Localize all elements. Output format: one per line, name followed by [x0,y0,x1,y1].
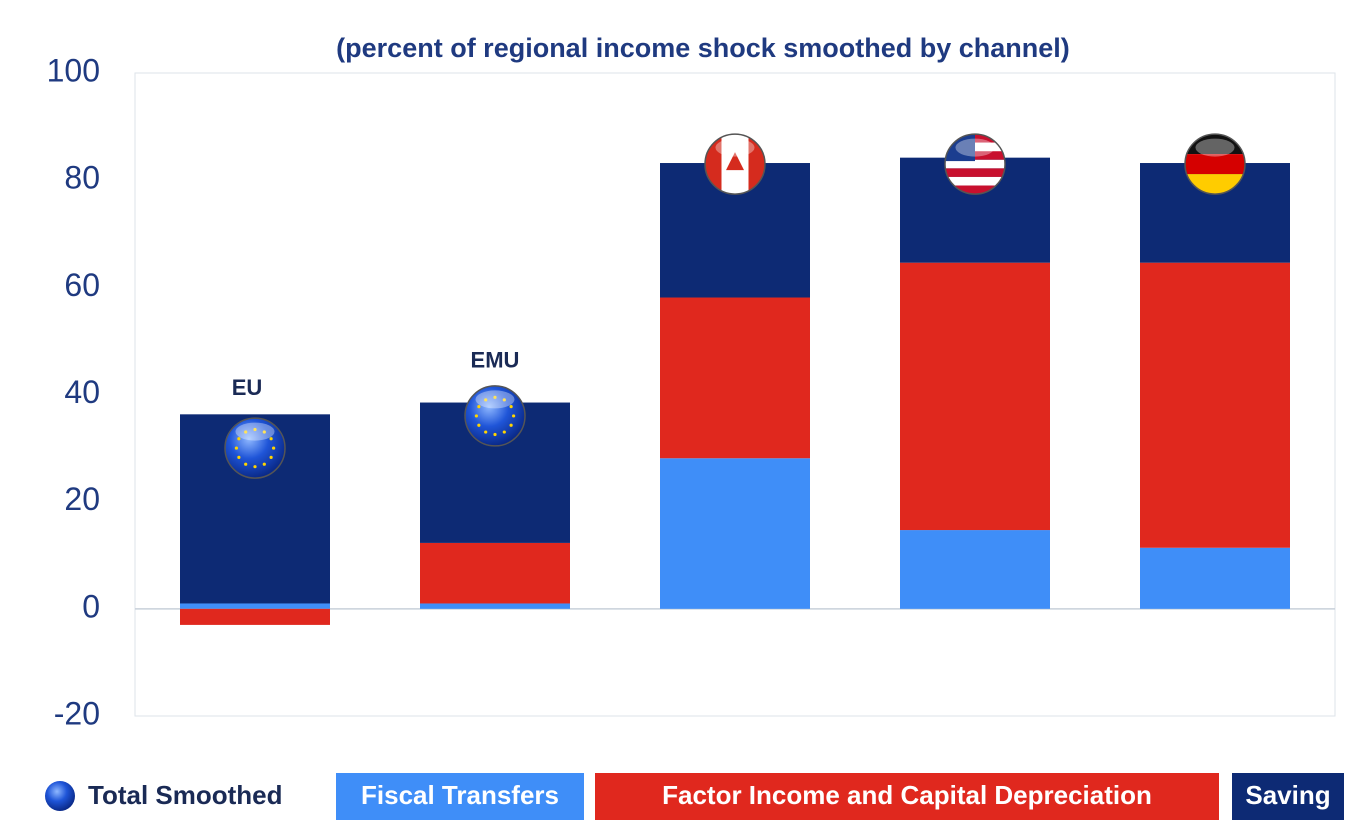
bar-segment [180,603,330,609]
flag-part [945,159,1005,169]
flag-star [509,405,513,409]
flag-star [253,427,257,432]
y-tick-label: -20 [54,695,100,731]
flag-star [272,446,276,450]
flag-star [253,465,257,469]
y-tick-label: 0 [82,588,100,624]
flag-part [1185,174,1245,195]
flag-shine [1195,138,1235,157]
flag-star [502,430,506,434]
flag-star [509,423,513,427]
flag-star [484,430,488,434]
flag-star [493,432,497,437]
flag-rim [224,417,286,479]
flag-part [726,152,744,171]
flag-icon [464,385,526,447]
flag-star [244,462,248,466]
flag-star [477,405,481,409]
legend-box [1232,773,1344,820]
bar-segment [900,530,1050,609]
flag-icon [1184,133,1246,195]
flag [705,134,765,195]
legend-dot [45,781,75,811]
flag-star [474,414,478,418]
flag-star [269,437,273,441]
flag-star [262,430,266,434]
flag-part [1185,134,1245,155]
flag-part [945,168,1005,177]
y-tick-label: 100 [47,52,100,88]
bar-segment [900,262,1050,531]
flag-shine [715,138,755,157]
y-tick-label: 60 [64,267,100,303]
flag-star [511,414,516,418]
flag [465,385,525,446]
flag-star [262,462,266,466]
flag-part [465,385,525,446]
bar-segment [420,603,570,609]
bar-segment [420,542,570,604]
legend-box [595,773,1219,820]
flag-part [225,418,285,479]
flag-shine [475,390,515,409]
flag-star [237,437,241,441]
category-label: EMU [471,347,520,372]
flag-rim [704,133,766,195]
bar-segment [180,608,330,625]
legend-box [336,773,584,820]
legend-label: Saving [1245,780,1330,810]
bar-segment [660,297,810,459]
flag-star [237,455,241,459]
y-tick-label: 40 [64,374,100,410]
plot-frame [134,72,1336,717]
bar-segment [1140,262,1290,548]
flag-star [493,395,497,399]
category-label: EU [232,375,263,400]
y-tick-label: 80 [64,160,100,196]
chart-title: (percent of regional income shock smooth… [336,33,1070,63]
flag [225,418,285,479]
flag-rim [1184,133,1246,195]
flag-star [477,423,481,427]
y-tick-label: 20 [64,481,100,517]
flag-part [945,185,1005,195]
flag-rim [464,385,526,447]
flag-part [945,176,1005,186]
flag-rim [944,133,1006,195]
flag-star [269,455,273,459]
flag-icon [704,133,766,195]
legend-label: Factor Income and Capital Depreciation [662,780,1152,810]
flag-shine [235,422,275,441]
flag-shine [955,138,995,157]
flag-star [244,430,248,434]
bar-segment [1140,547,1290,609]
flag-icon [224,417,286,479]
legend-label: Fiscal Transfers [361,780,559,810]
flag-star [484,398,488,402]
flag [1185,134,1245,195]
legend-label: Total Smoothed [88,780,283,810]
flag-part [1185,154,1245,175]
flag-star [234,446,238,450]
flag-icon [944,133,1006,195]
flag-star [502,398,506,402]
bar-segment [660,458,810,609]
